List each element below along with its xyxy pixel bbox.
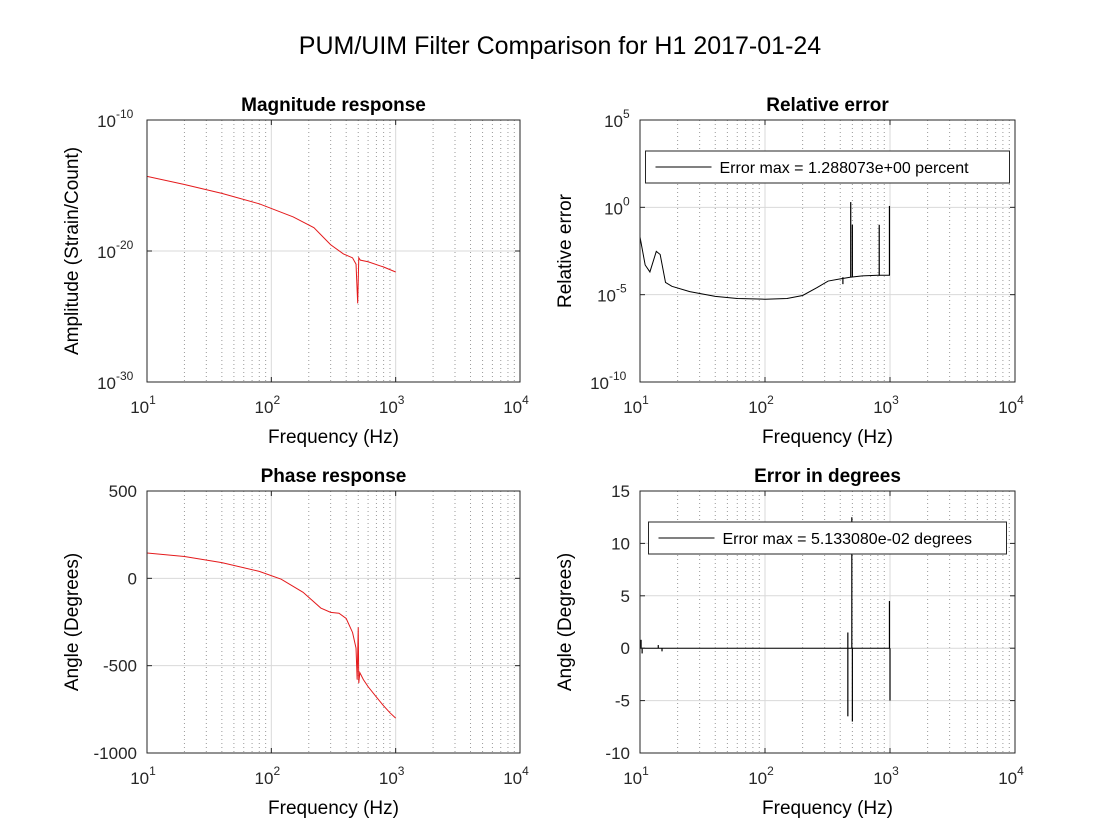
y-axis-label: Amplitude (Strain/Count) [62, 147, 83, 355]
y-axis-label: Angle (Degrees) [62, 553, 83, 691]
x-tick-label: 102 [748, 764, 774, 788]
y-tick-label: -5 [615, 692, 630, 711]
x-tick-label: 101 [130, 393, 156, 417]
x-tick-label: 104 [998, 393, 1024, 417]
grid [147, 491, 520, 753]
y-tick-label: 500 [109, 482, 137, 501]
y-axis-label: Relative error [555, 193, 576, 308]
x-tick-label: 103 [379, 393, 405, 417]
grid [147, 120, 520, 382]
panel-error-in-degrees: 101 102 103 104 -10 -5 0 5 10 15 Error in degrees F… [555, 466, 1024, 819]
y-tick-label: 0 [128, 569, 137, 588]
x-tick-label: 101 [623, 764, 649, 788]
data-layer [147, 175, 396, 304]
y-tick-label: -1000 [94, 744, 137, 763]
x-axis-label: Frequency (Hz) [762, 427, 893, 448]
axes-frame [146, 490, 521, 754]
x-tick-label: 101 [623, 393, 649, 417]
legend-label: Error max = 1.288073e+00 percent [720, 160, 970, 177]
y-tick-label: -10 [605, 744, 630, 763]
data-layer [640, 517, 891, 722]
figure-title: PUM/UIM Filter Comparison for H1 2017-01… [299, 32, 821, 60]
x-tick-label: 104 [998, 764, 1024, 788]
x-tick-label: 102 [255, 764, 281, 788]
series-line [640, 236, 890, 300]
y-tick-label: 105 [604, 107, 630, 131]
y-tick-label: 10-20 [97, 238, 134, 262]
legend-label: Error max = 5.133080e-02 degrees [723, 531, 972, 548]
y-tick-label: 10 [611, 534, 630, 553]
y-axis-label: Angle (Degrees) [555, 553, 576, 691]
panel-title: Phase response [261, 466, 407, 487]
x-axis-label: Frequency (Hz) [762, 798, 893, 819]
y-tick-label: 100 [604, 194, 630, 218]
axes-frame [639, 490, 1016, 754]
x-axis-label: Frequency (Hz) [268, 798, 399, 819]
y-tick-label: 5 [621, 587, 630, 606]
x-tick-label: 103 [379, 764, 405, 788]
y-tick-label: -500 [103, 657, 137, 676]
legend: Error max = 5.133080e-02 degrees [648, 521, 1007, 555]
x-tick-label: 101 [130, 764, 156, 788]
x-tick-label: 102 [748, 393, 774, 417]
x-tick-label: 104 [503, 764, 529, 788]
y-tick-label: 10-10 [590, 369, 627, 393]
y-tick-label: 10-30 [97, 369, 134, 393]
series-line [147, 175, 396, 304]
panel-relative-error: 101 102 103 104 10-10 10-5 100 105 Relative erro… [555, 95, 1024, 448]
axes-frame [639, 119, 1016, 383]
legend: Error max = 1.288073e+00 percent [645, 150, 1010, 184]
y-tick-label: 0 [621, 639, 630, 658]
panel-magnitude-response: 101 102 103 104 10-30 10-20 10-10 Magnitude res… [62, 95, 529, 448]
panel-title: Magnitude response [241, 95, 426, 116]
y-tick-label: 15 [611, 482, 630, 501]
y-tick-label: 10-5 [597, 282, 627, 306]
x-axis-label: Frequency (Hz) [268, 427, 399, 448]
panel-title: Error in degrees [754, 466, 901, 487]
panel-title: Relative error [766, 95, 889, 116]
x-tick-label: 103 [873, 393, 899, 417]
data-layer [640, 202, 891, 300]
series-line [147, 552, 397, 719]
x-tick-label: 103 [873, 764, 899, 788]
x-tick-label: 102 [255, 393, 281, 417]
plot-area [147, 491, 520, 753]
y-tick-label: 10-10 [97, 107, 134, 131]
x-tick-label: 104 [503, 393, 529, 417]
panel-phase-response: 101 102 103 104 -1000 -500 0 500 Phase response F… [62, 466, 529, 819]
data-layer [147, 552, 397, 719]
